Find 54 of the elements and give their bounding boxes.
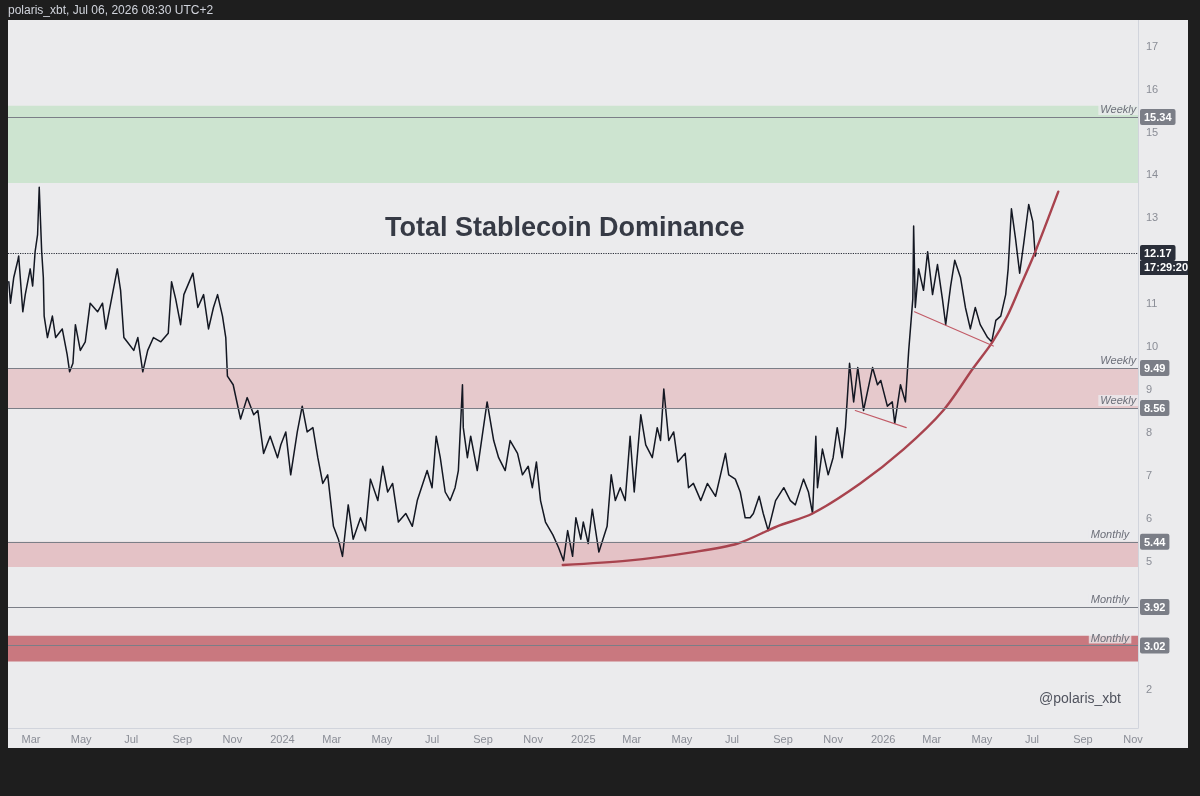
y-tick-label: 15 (1146, 125, 1159, 138)
y-tick-label: 11 (1146, 297, 1158, 310)
ref-line-label: 12.17 (1144, 247, 1172, 259)
annotation: Monthly (1090, 632, 1131, 645)
annotation: Monthly (1090, 528, 1131, 541)
line-series (8, 186, 1037, 562)
ref-line-label: 8.56 (1144, 401, 1166, 414)
annotation: Weekly (1100, 354, 1138, 367)
y-tick-label: 5 (1146, 554, 1153, 567)
ref-line-label: 3.92 (1144, 601, 1166, 613)
x-tick-label: Jul (124, 732, 139, 745)
annotation: Weekly (1100, 103, 1138, 116)
y-tick-label: 2 (1146, 683, 1153, 696)
x-tick-label: Nov (823, 732, 844, 745)
y-tick-label: 10 (1146, 340, 1159, 353)
x-tick-label: Jul (1024, 732, 1040, 745)
x-tick-label: Sep (1073, 732, 1093, 745)
y-tick-label: 16 (1146, 82, 1159, 95)
y-tick-label: 6 (1146, 511, 1153, 524)
annotation: Weekly (1100, 394, 1138, 407)
x-tick-label: Sep (172, 732, 193, 745)
ref-line-label: 5.44 (1144, 535, 1167, 548)
x-tick-label: 2026 (870, 732, 896, 745)
x-tick-label: Nov (222, 732, 243, 745)
y-tick-label: 17 (1146, 39, 1159, 52)
x-tick-label: May (671, 732, 693, 745)
y-tick-label: 14 (1146, 168, 1159, 181)
y-tick-label: 8 (1146, 425, 1153, 438)
ref-line-label: 9.49 (1144, 361, 1166, 374)
y-tick-label: 13 (1146, 211, 1159, 224)
chart-subtitle: polaris_xbt, Jul 06, 2026 08:30 UTC+2 (8, 3, 214, 17)
x-tick-label: Jul (425, 732, 440, 745)
x-tick-label: Sep (773, 732, 793, 745)
x-tick-label: Sep (473, 732, 493, 745)
annotation: Monthly (1090, 593, 1131, 606)
y-tick-label: 7 (1146, 468, 1153, 481)
x-tick-label: 2025 (571, 732, 596, 745)
x-tick-label: May (971, 732, 993, 745)
x-tick-label: 2024 (270, 732, 295, 745)
x-tick-label: Nov (1123, 732, 1144, 745)
x-tick-label: May (70, 732, 93, 745)
y-tick-label: 9 (1146, 383, 1153, 396)
text: Total Stablecoin Dominance (385, 211, 745, 242)
ref-line-label: 3.02 (1144, 639, 1166, 652)
x-tick-label: Mar (922, 732, 942, 745)
x-tick-label: Nov (523, 732, 544, 745)
x-tick-label: Mar (322, 732, 342, 745)
x-tick-label: Mar (622, 732, 642, 745)
x-tick-label: May (371, 732, 393, 745)
x-tick-label: Mar (21, 732, 41, 745)
annotation: @polaris_xbt (1039, 690, 1122, 706)
x-tick-label: Jul (724, 732, 740, 745)
ref-line-label: 15.34 (1144, 110, 1173, 123)
text: 17:29:20 (1144, 261, 1189, 274)
